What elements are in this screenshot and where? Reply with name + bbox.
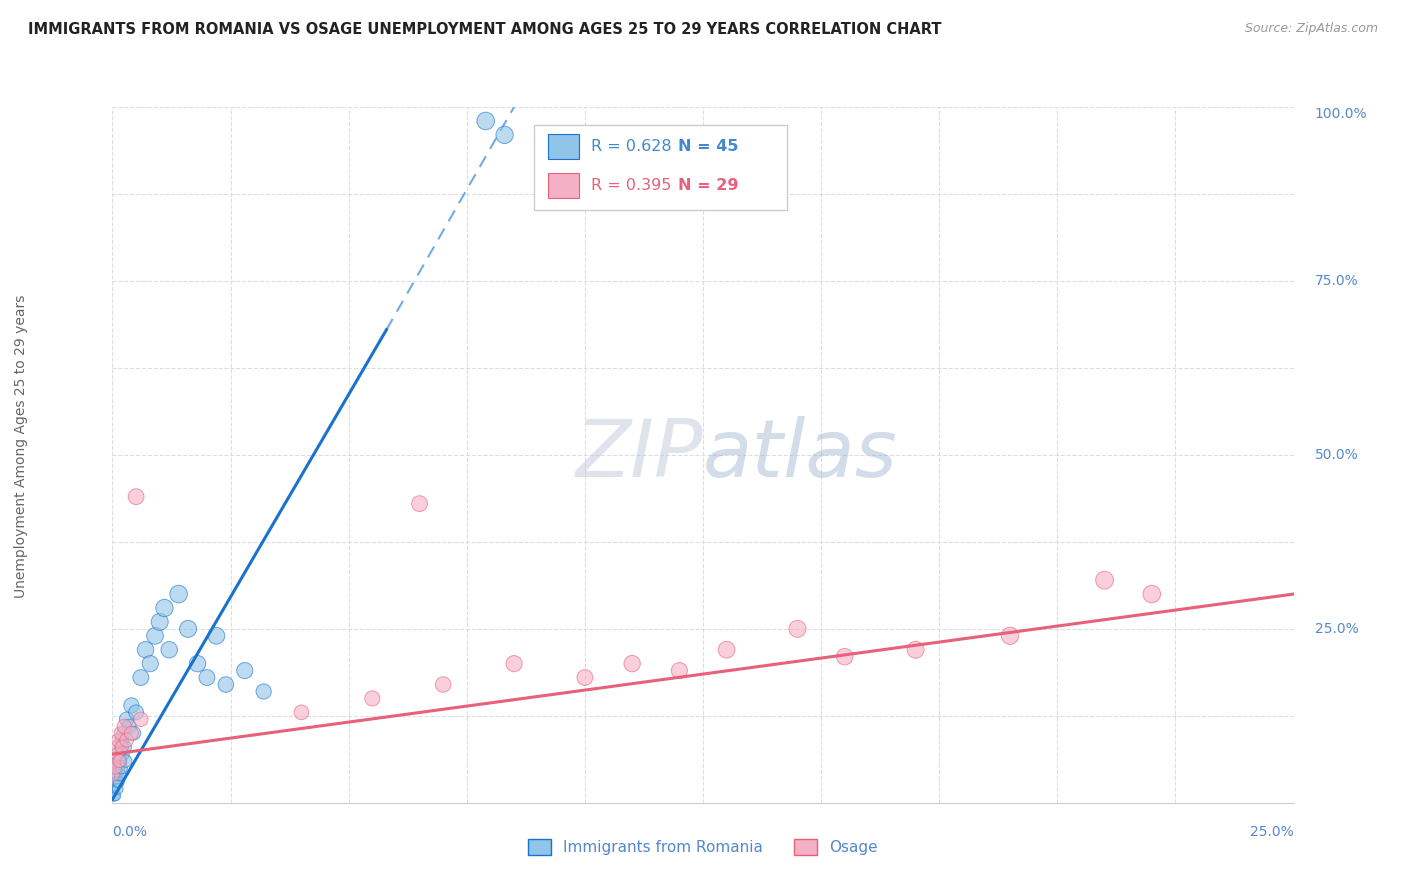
Point <box>110 740 132 755</box>
Point <box>107 754 129 768</box>
Text: IMMIGRANTS FROM ROMANIA VS OSAGE UNEMPLOYMENT AMONG AGES 25 TO 29 YEARS CORRELAT: IMMIGRANTS FROM ROMANIA VS OSAGE UNEMPLO… <box>28 22 942 37</box>
Point <box>104 768 127 782</box>
Point <box>103 768 125 782</box>
Point <box>111 733 134 747</box>
Point <box>574 671 596 685</box>
Text: ZIP: ZIP <box>575 416 703 494</box>
Point <box>110 726 132 740</box>
Point <box>108 747 131 761</box>
Point <box>233 664 256 678</box>
Point <box>104 781 127 796</box>
Point <box>108 761 131 775</box>
Point <box>408 497 430 511</box>
Point <box>120 726 142 740</box>
Text: atlas: atlas <box>703 416 898 494</box>
Text: 0.0%: 0.0% <box>112 825 148 839</box>
Point <box>474 114 496 128</box>
Point <box>105 740 128 755</box>
Point <box>177 622 200 636</box>
Point <box>139 657 162 671</box>
Point <box>186 657 208 671</box>
Point <box>114 754 136 768</box>
Point <box>149 615 172 629</box>
Point <box>361 691 384 706</box>
Text: Unemployment Among Ages 25 to 29 years: Unemployment Among Ages 25 to 29 years <box>14 294 28 598</box>
Point <box>998 629 1021 643</box>
Point <box>122 726 145 740</box>
Point <box>157 642 180 657</box>
Point <box>105 775 128 789</box>
Point <box>112 726 135 740</box>
Point <box>253 684 276 698</box>
Point <box>105 768 128 782</box>
Point <box>153 601 176 615</box>
Point <box>904 642 927 657</box>
Point <box>104 761 127 775</box>
Text: 100.0%: 100.0% <box>1315 107 1367 121</box>
Point <box>108 754 131 768</box>
Point <box>114 740 136 755</box>
Point <box>104 789 127 803</box>
Point <box>129 671 152 685</box>
Point <box>103 775 125 789</box>
Point <box>621 657 644 671</box>
Point <box>108 768 131 782</box>
Text: 25.0%: 25.0% <box>1250 825 1294 839</box>
Point <box>432 677 454 691</box>
Point <box>103 789 125 803</box>
Point <box>105 761 128 775</box>
Point <box>107 781 129 796</box>
Text: Source: ZipAtlas.com: Source: ZipAtlas.com <box>1244 22 1378 36</box>
Point <box>167 587 190 601</box>
Point <box>834 649 856 664</box>
Point <box>110 761 132 775</box>
Point <box>1094 573 1116 587</box>
Point <box>494 128 516 142</box>
Legend: Immigrants from Romania, Osage: Immigrants from Romania, Osage <box>522 833 884 862</box>
Point <box>125 706 148 720</box>
Text: 50.0%: 50.0% <box>1315 448 1358 462</box>
Text: R = 0.628: R = 0.628 <box>591 139 671 153</box>
Point <box>195 671 218 685</box>
Point <box>503 657 526 671</box>
Point <box>125 490 148 504</box>
Point <box>1140 587 1163 601</box>
Text: 25.0%: 25.0% <box>1315 622 1358 636</box>
Text: N = 29: N = 29 <box>678 178 738 193</box>
Point <box>205 629 228 643</box>
Point <box>120 698 142 713</box>
Point <box>111 740 134 755</box>
Text: 75.0%: 75.0% <box>1315 274 1358 288</box>
Point <box>135 642 157 657</box>
Point <box>668 664 690 678</box>
Point <box>107 775 129 789</box>
Point <box>290 706 312 720</box>
Point <box>716 642 738 657</box>
Point <box>103 781 125 796</box>
Point <box>786 622 808 636</box>
Point <box>107 733 129 747</box>
Point <box>215 677 238 691</box>
Point <box>112 719 135 733</box>
Point <box>118 719 141 733</box>
Point <box>111 747 134 761</box>
Point <box>110 754 132 768</box>
Point <box>115 712 138 726</box>
Text: N = 45: N = 45 <box>678 139 738 153</box>
Text: R = 0.395: R = 0.395 <box>591 178 671 193</box>
Point <box>103 754 125 768</box>
Point <box>129 712 152 726</box>
Point <box>115 733 138 747</box>
Point <box>143 629 166 643</box>
Point <box>105 747 128 761</box>
